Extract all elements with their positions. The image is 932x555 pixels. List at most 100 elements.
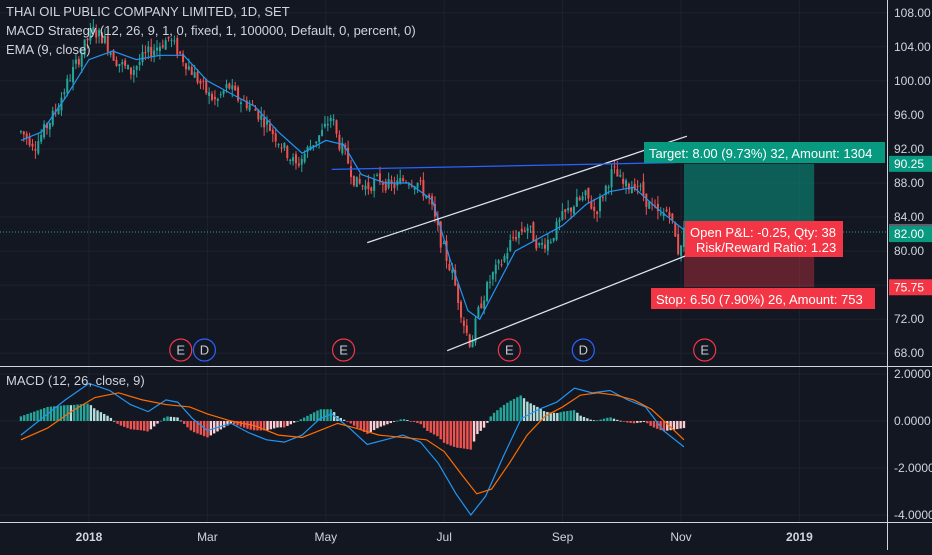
histogram-bar: [262, 421, 266, 431]
histogram-bar: [186, 421, 189, 428]
price-badge-bg: [889, 279, 932, 296]
earnings-marker[interactable]: E: [169, 338, 193, 362]
histogram-bar: [53, 406, 56, 422]
candle-body: [141, 52, 144, 63]
channel-upper-line: [367, 135, 688, 244]
candle-body: [561, 210, 564, 220]
ema-legend[interactable]: EMA (9, close): [6, 41, 91, 58]
histogram-bar: [402, 419, 406, 422]
candle-body: [639, 185, 642, 187]
time-tick-label: 2019: [786, 530, 813, 544]
candle-body: [173, 40, 176, 42]
histogram-bar: [69, 405, 73, 422]
histogram-bar: [292, 421, 296, 423]
histogram-bar: [116, 421, 119, 424]
candle-body: [349, 166, 352, 177]
candle-body: [601, 197, 604, 199]
candle-body: [329, 117, 332, 122]
symbol-legend[interactable]: THAI OIL PUBLIC COMPANY LIMITED, 1D, SET: [6, 3, 290, 20]
candle-body: [132, 70, 135, 75]
candle-body: [468, 334, 471, 347]
price-tick-label: 92.00: [894, 142, 924, 156]
event-circle: [169, 338, 193, 362]
candle-body: [520, 228, 523, 232]
candle-body: [642, 181, 645, 197]
price-tick-label: 100.00: [894, 74, 931, 88]
target-zone: [683, 163, 815, 232]
candle-body: [121, 62, 124, 65]
candle-body: [422, 180, 425, 197]
candle-body: [607, 186, 610, 188]
rr-text: Risk/Reward Ratio: 1.23: [696, 240, 836, 255]
histogram-bar: [232, 421, 236, 425]
histogram-bar: [612, 418, 616, 422]
candle-body: [202, 80, 205, 82]
histogram-bar: [452, 421, 456, 447]
candle-body: [147, 46, 150, 53]
candle-body: [352, 175, 355, 186]
histogram-bar: [589, 419, 592, 422]
candle-body: [109, 52, 112, 55]
candle-body: [682, 227, 685, 248]
histogram-bar: [642, 421, 646, 422]
candle-body: [590, 201, 593, 209]
histogram-bar: [506, 402, 509, 422]
histogram-bar: [156, 421, 159, 424]
histogram-bar: [222, 421, 226, 428]
price-tick-label: 72.00: [894, 312, 924, 326]
stop-box[interactable]: Stop: 6.50 (7.90%) 26, Amount: 753: [651, 288, 875, 309]
histogram-bar: [192, 421, 196, 433]
candle-body: [378, 173, 381, 183]
candle-body: [538, 243, 541, 246]
histogram-bar: [432, 421, 436, 435]
histogram-bar: [162, 417, 166, 422]
histogram-bar: [636, 421, 639, 423]
macd-tick-label: -2.0000: [894, 461, 932, 475]
histogram-bar: [499, 407, 502, 422]
histogram-bar: [106, 415, 109, 422]
event-circle: [497, 338, 521, 362]
candle-body: [633, 183, 636, 190]
strategy-legend[interactable]: MACD Strategy (12, 26, 9, 1, 0, fixed, 1…: [6, 22, 416, 39]
price-badge-bg: [889, 226, 932, 243]
histogram-bar: [189, 421, 193, 431]
event-label: E: [505, 343, 514, 358]
histogram-bar: [312, 412, 316, 422]
price-axis-badge: 82.00: [889, 226, 932, 243]
candle-body: [656, 203, 659, 212]
candle-body: [622, 178, 625, 184]
target-box[interactable]: Target: 8.00 (9.73%) 32, Amount: 1304: [644, 142, 885, 163]
histogram-bar: [599, 419, 602, 422]
candle-body: [144, 52, 147, 54]
histogram-bar: [659, 421, 662, 431]
histogram-bar: [442, 421, 446, 443]
candle-body: [89, 28, 92, 41]
earnings-marker[interactable]: E: [331, 338, 356, 362]
histogram-bar: [662, 421, 666, 432]
price-tick-label: 96.00: [894, 108, 924, 122]
candle-body: [361, 185, 364, 187]
earnings-marker[interactable]: E: [693, 338, 717, 362]
histogram-bar: [569, 410, 572, 422]
histogram-bar: [133, 421, 136, 430]
time-tick-label: Sep: [552, 530, 574, 544]
histogram-bar: [479, 421, 482, 431]
histogram-bar: [419, 421, 422, 425]
earnings-marker[interactable]: E: [497, 338, 521, 362]
dividend-marker[interactable]: D: [571, 338, 595, 362]
macd-legend[interactable]: MACD (12, 26, close, 9): [6, 372, 145, 389]
histogram-bar: [182, 421, 186, 424]
histogram-bar: [602, 418, 606, 422]
histogram-bar: [309, 414, 312, 422]
histogram-bar: [436, 421, 439, 437]
candle-body: [465, 325, 468, 333]
event-label: E: [176, 343, 185, 358]
candle-body: [294, 154, 297, 164]
time-tick-label: Nov: [670, 530, 691, 544]
histogram-bar: [679, 421, 682, 429]
candle-body: [303, 153, 306, 162]
candle-body: [156, 47, 159, 51]
dividend-marker[interactable]: D: [192, 338, 217, 362]
